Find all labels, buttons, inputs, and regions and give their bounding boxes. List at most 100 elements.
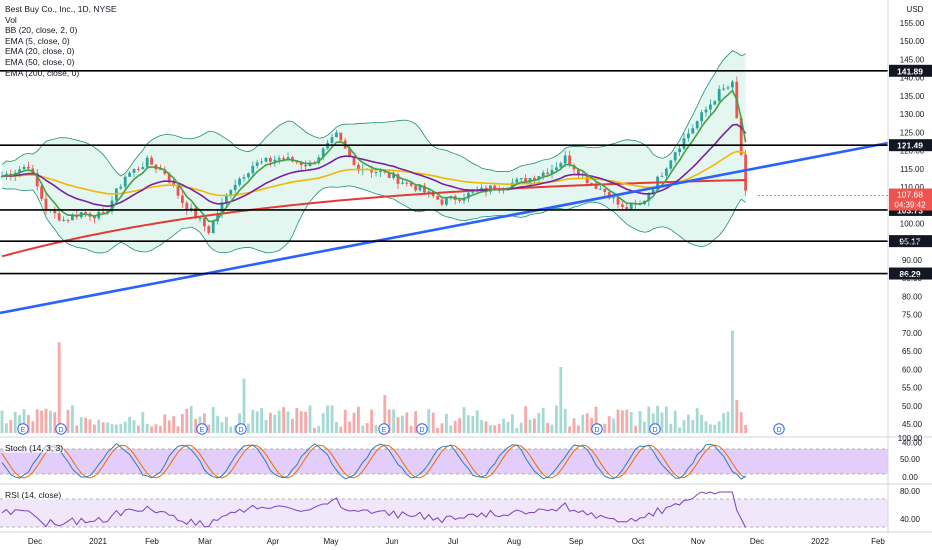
candle-body bbox=[66, 219, 70, 221]
candle-body bbox=[62, 219, 65, 221]
volume-bar bbox=[489, 425, 492, 433]
volume-bar bbox=[343, 409, 347, 433]
stoch-label[interactable]: Stoch (14, 3, 3) bbox=[4, 443, 65, 453]
volume-bar bbox=[110, 424, 114, 433]
legend-item-ema200[interactable]: EMA (200, close, 0) bbox=[5, 67, 80, 78]
volume-bar bbox=[493, 425, 497, 433]
volume-bar bbox=[515, 427, 519, 433]
price-tick-label: 65.00 bbox=[902, 347, 923, 356]
volume-bar bbox=[216, 415, 219, 433]
legend-item-ema50[interactable]: EMA (50, close, 0) bbox=[5, 56, 75, 67]
rsi-tick-label: 80.00 bbox=[900, 487, 921, 496]
last-price-tag bbox=[889, 188, 932, 211]
legend-item-ema20[interactable]: EMA (20, close, 0) bbox=[5, 46, 75, 57]
legend-item-vol[interactable]: Vol bbox=[5, 14, 17, 25]
candle-body bbox=[150, 157, 153, 165]
volume-bar bbox=[326, 405, 329, 433]
volume-bar bbox=[519, 422, 523, 433]
price-tick-label: 140.00 bbox=[900, 74, 925, 83]
volume-bar bbox=[35, 409, 39, 433]
volume-bar bbox=[524, 406, 527, 433]
volume-bar bbox=[159, 425, 162, 433]
volume-bar bbox=[660, 412, 664, 433]
volume-bar bbox=[172, 416, 175, 433]
volume-bar bbox=[357, 406, 360, 433]
volume-bar bbox=[405, 412, 409, 433]
volume-bar bbox=[616, 409, 620, 433]
volume-bar bbox=[497, 423, 501, 433]
price-tick-label: 135.00 bbox=[900, 92, 925, 101]
candle-body bbox=[0, 176, 4, 178]
volume-bar bbox=[577, 425, 580, 433]
volume-bar bbox=[383, 395, 387, 433]
volume-bar bbox=[251, 409, 255, 433]
candle-body bbox=[612, 197, 615, 199]
dividend-marker bbox=[773, 423, 785, 435]
price-tick-label: 115.00 bbox=[900, 165, 924, 174]
volume-bar bbox=[722, 413, 725, 433]
volume-bar bbox=[321, 413, 325, 433]
volume-bar bbox=[185, 408, 189, 433]
candle-body bbox=[84, 212, 87, 214]
volume-bar bbox=[194, 418, 197, 433]
ascending-trendline bbox=[0, 141, 889, 315]
candle-body bbox=[409, 182, 413, 186]
volume-bar bbox=[621, 410, 624, 433]
volume-bar bbox=[739, 412, 743, 433]
volume-bar bbox=[541, 407, 545, 433]
volume-bar bbox=[291, 418, 294, 433]
stoch-tick-label: 50.00 bbox=[900, 455, 921, 464]
candle-body bbox=[405, 182, 409, 184]
volume-bar bbox=[273, 414, 277, 433]
volume-bar bbox=[84, 417, 87, 433]
volume-bar bbox=[673, 410, 677, 433]
candle-body bbox=[379, 170, 382, 173]
candle-body bbox=[145, 157, 149, 168]
candle-body bbox=[709, 104, 712, 110]
candle-body bbox=[352, 156, 356, 165]
candle-body bbox=[18, 169, 21, 173]
volume-bar bbox=[471, 416, 475, 433]
symbol-title[interactable]: Best Buy Co., Inc., 1D, NYSE bbox=[5, 4, 117, 14]
earnings-marker-label: E bbox=[21, 427, 26, 434]
volume-bar bbox=[31, 421, 35, 433]
volume-bar bbox=[533, 418, 536, 433]
volume-bar bbox=[233, 425, 237, 433]
price-tick-label: 95.00 bbox=[902, 238, 923, 247]
candle-body bbox=[255, 162, 259, 166]
candle-body bbox=[207, 226, 211, 233]
volume-bar bbox=[220, 422, 224, 433]
candle-body bbox=[638, 204, 642, 206]
price-tick-label: 85.00 bbox=[902, 274, 923, 283]
candle-body bbox=[423, 185, 426, 193]
candle-body bbox=[203, 218, 206, 227]
bb-lower-line bbox=[1, 185, 746, 254]
candle-body bbox=[159, 169, 162, 171]
volume-bar bbox=[475, 410, 479, 433]
candle-body bbox=[665, 168, 668, 176]
legend-item-ema5[interactable]: EMA (5, close, 0) bbox=[5, 35, 70, 46]
volume-bar bbox=[695, 408, 699, 433]
volume-bar bbox=[176, 426, 180, 433]
volume-bar bbox=[585, 413, 589, 433]
volume-bar bbox=[22, 409, 26, 433]
candle-body bbox=[273, 159, 277, 162]
candle-body bbox=[233, 184, 237, 190]
candle-body bbox=[691, 128, 695, 134]
time-axis-label: Oct bbox=[632, 537, 645, 546]
volume-bar bbox=[330, 405, 334, 433]
candle-body bbox=[132, 168, 136, 173]
candle-body bbox=[392, 174, 395, 179]
candle-body bbox=[559, 163, 563, 168]
volume-bar bbox=[568, 426, 571, 433]
candle-body bbox=[357, 164, 360, 171]
rsi-label[interactable]: RSI (14, close) bbox=[4, 490, 63, 500]
legend-item-bb[interactable]: BB (20, close, 2, 0) bbox=[5, 25, 78, 36]
price-tick-label: 50.00 bbox=[902, 402, 923, 411]
dividend-marker-label: D bbox=[58, 427, 63, 434]
time-axis-label: Jul bbox=[448, 537, 458, 546]
volume-bar bbox=[607, 416, 611, 433]
earnings-marker-label: E bbox=[382, 427, 387, 434]
volume-bar bbox=[370, 409, 373, 433]
